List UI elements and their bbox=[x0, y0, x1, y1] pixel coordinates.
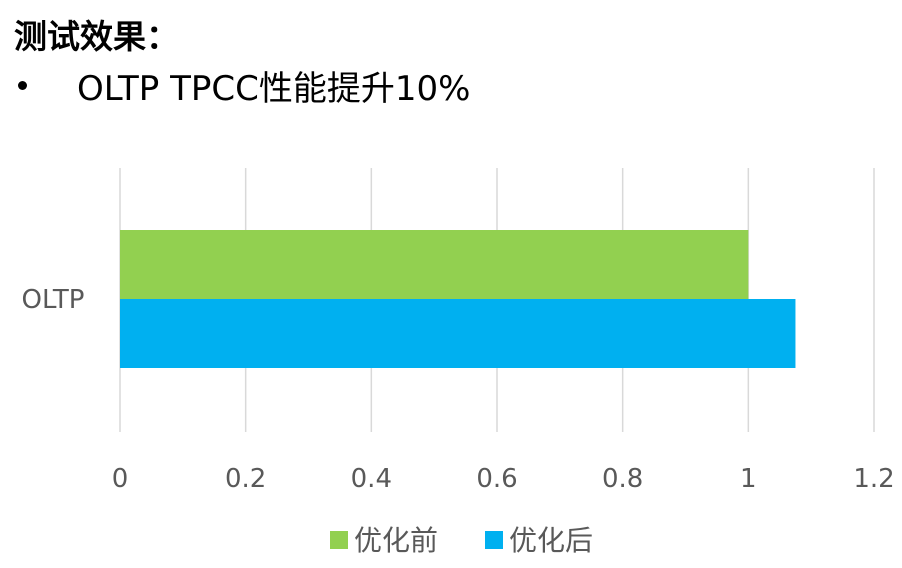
legend-swatch bbox=[330, 531, 348, 549]
page-title: 测试效果： bbox=[14, 17, 179, 56]
bar-1 bbox=[120, 230, 749, 299]
legend-label: 优化前 bbox=[354, 524, 438, 557]
x-tick-label: 0.6 bbox=[476, 464, 517, 494]
x-tick-label: 0 bbox=[112, 464, 129, 494]
legend-swatch bbox=[485, 531, 503, 549]
x-tick-label: 0.8 bbox=[602, 464, 643, 494]
x-tick-label: 0.2 bbox=[225, 464, 266, 494]
x-tick-label: 1 bbox=[740, 464, 757, 494]
x-tick-label: 1.2 bbox=[853, 464, 894, 494]
legend-label: 优化后 bbox=[509, 524, 593, 557]
bar-2 bbox=[120, 299, 796, 368]
bullet-item: OLTP TPCC性能提升10% bbox=[14, 62, 471, 109]
bullet-dot-icon bbox=[18, 80, 27, 90]
x-tick-label: 0.4 bbox=[351, 464, 392, 494]
y-category-label: OLTP bbox=[22, 285, 85, 315]
bullet-text: OLTP TPCC性能提升10% bbox=[77, 68, 471, 109]
